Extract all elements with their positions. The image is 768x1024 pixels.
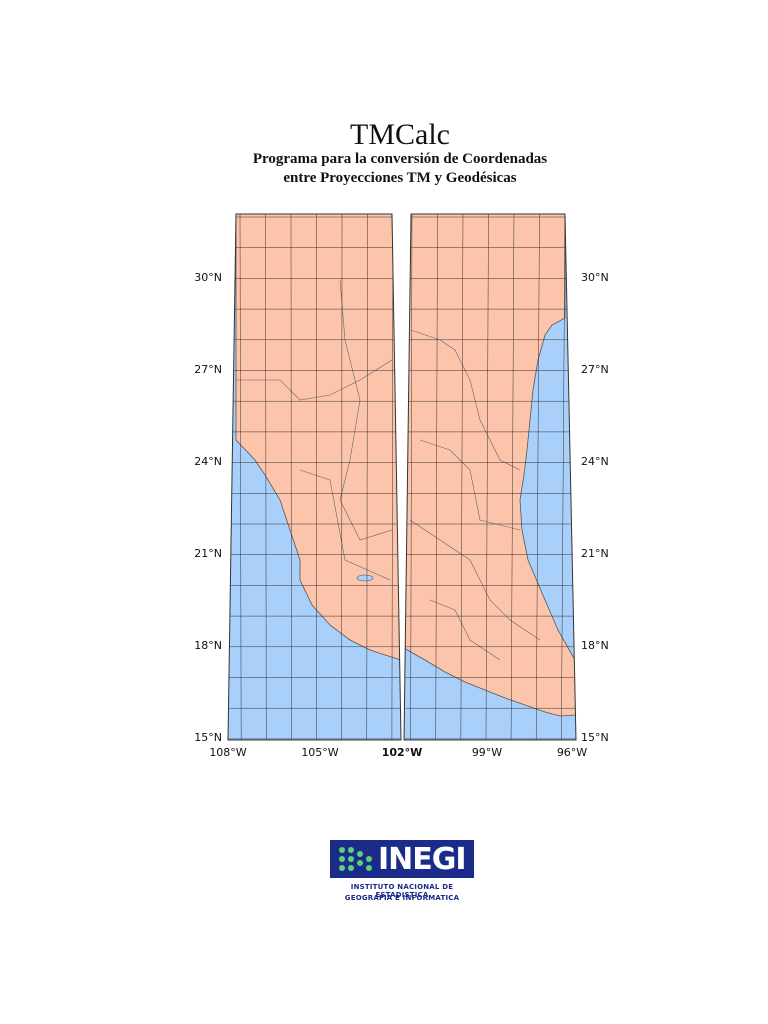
lat-label: 18°N — [581, 639, 609, 652]
grid-line — [410, 214, 413, 740]
grid-line — [535, 214, 540, 740]
left-zone — [228, 214, 401, 740]
right-zone — [404, 214, 576, 740]
lat-label: 24°N — [194, 455, 222, 468]
lon-label: 105°W — [301, 746, 338, 759]
grid-line — [265, 214, 267, 740]
lon-label: 102°W — [382, 746, 423, 759]
grid-line — [561, 214, 566, 740]
lat-label: 27°N — [194, 363, 222, 376]
grid-line — [366, 214, 368, 740]
logo-line: GEOGRAFIA E INFORMATICA — [344, 894, 460, 902]
lat-label: 15°N — [581, 731, 609, 744]
lat-label: 18°N — [194, 639, 222, 652]
logo-box: INEGI — [330, 840, 474, 878]
subtitle: Programa para la conversión de Coordenad… — [252, 151, 548, 167]
subtitle: entre Proyecciones TM y Geodésicas — [283, 170, 517, 186]
grid-line — [391, 214, 394, 740]
lat-label: 21°N — [581, 547, 609, 560]
grid-line — [510, 214, 515, 740]
lon-label: 108°W — [209, 746, 246, 759]
lat-label: 21°N — [194, 547, 222, 560]
logo-icon — [339, 847, 372, 871]
grid-line — [435, 214, 438, 740]
grid-line — [485, 214, 489, 740]
lat-label: 30°N — [581, 271, 609, 284]
lat-label: 30°N — [194, 271, 222, 284]
grid-line — [239, 214, 242, 740]
lat-label: 15°N — [194, 731, 222, 744]
lat-label: 24°N — [581, 455, 609, 468]
lat-label: 27°N — [581, 363, 609, 376]
logo-name: INEGI — [378, 842, 467, 877]
map: 30°N 30°N 27°N 27°N 24°N 24°N 21°N 21°N 18°N 18°N… — [194, 213, 609, 759]
lon-label: 96°W — [557, 746, 587, 759]
grid-line — [460, 214, 464, 740]
logo-line: INSTITUTO NACIONAL DE ESTADISTICA — [350, 883, 454, 899]
lon-label: 99°W — [472, 746, 502, 759]
title: TMCalc — [350, 118, 450, 151]
